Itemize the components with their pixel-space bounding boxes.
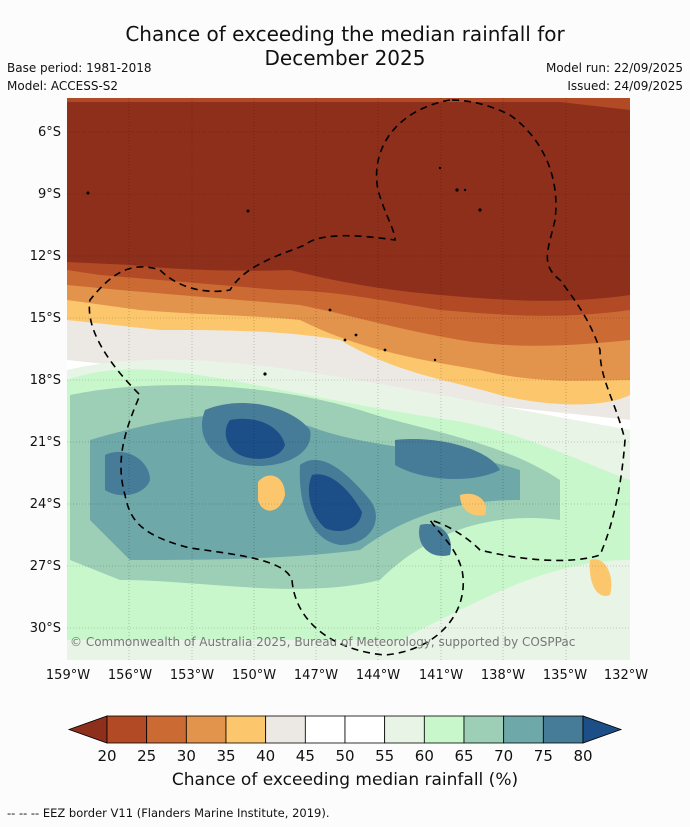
colorbar [67,715,623,744]
map-title: Chance of exceeding the median rainfall … [0,22,690,70]
lon-label: 135°W [543,668,587,683]
gridlines [67,98,630,660]
lon-label: 144°W [356,668,400,683]
longitude-labels: 159°W 156°W 153°W 150°W 147°W 144°W 141°… [46,668,648,683]
colorbar-tick-label: 75 [534,747,553,765]
colorbar-tick-label: 20 [97,747,116,765]
lat-label: 9°S [38,187,61,202]
meta-right: Model run: 22/09/2025 Issued: 24/09/2025 [546,59,683,95]
lat-label: 6°S [38,125,61,140]
base-period: Base period: 1981-2018 [7,61,152,75]
lon-label: 147°W [294,668,338,683]
colorbar-swatch [503,715,544,744]
lon-label: 132°W [604,668,648,683]
latitude-labels: 6°S 9°S 12°S 15°S 18°S 21°S 24°S 27°S 30… [30,125,61,636]
colorbar-tick-label: 35 [216,747,235,765]
colorbar-swatch [463,715,505,744]
model-run: Model run: 22/09/2025 [545,61,683,75]
colorbar-extend-high [582,715,623,744]
colorbar-ticks: 20 25 30 35 40 45 50 55 60 65 70 75 80 [97,747,592,765]
colorbar-tick-label: 60 [415,747,434,765]
rainfall-map [67,98,630,660]
colorbar-extend-low [67,715,108,744]
lat-label: 12°S [30,249,61,264]
colorbar-tick-label: 65 [454,747,473,765]
colorbar-tick-label: 40 [256,747,275,765]
lat-label: 24°S [30,497,61,512]
colorbar-tick-label: 80 [573,747,592,765]
lat-label: 21°S [30,435,61,450]
copyright-text: © Commonwealth of Australia 2025, Bureau… [70,635,575,649]
lat-label: 27°S [30,559,61,574]
title-line-2: December 2025 [264,46,426,70]
lat-label: 15°S [30,311,61,326]
colorbar-swatch [384,715,425,744]
colorbar-swatch [225,715,267,744]
colorbar-swatch [423,715,465,744]
model-name: Model: ACCESS-S2 [7,79,119,93]
colorbar-tick-label: 55 [375,747,394,765]
lon-label: 156°W [108,668,152,683]
colorbar-swatch [344,715,386,744]
colorbar-swatch [185,715,227,744]
lon-label: 153°W [170,668,214,683]
lon-label: 150°W [232,668,276,683]
colorbar-tick-label: 30 [177,747,196,765]
lat-label: 30°S [30,621,61,636]
issued-date: Issued: 24/09/2025 [567,79,683,93]
colorbar-swatch [304,715,346,744]
lon-label: 159°W [46,668,90,683]
colorbar-label: Chance of exceeding median rainfall (%) [171,770,519,790]
colorbar-swatch [146,715,187,744]
colorbar-tick-label: 45 [296,747,315,765]
lon-label: 141°W [419,668,463,683]
colorbar-tick-label: 50 [335,747,354,765]
title-line-1: Chance of exceeding the median rainfall … [125,22,565,46]
colorbar-tick-label: 25 [137,747,156,765]
lon-label: 138°W [481,668,525,683]
colorbar-tick-label: 70 [494,747,513,765]
lat-label: 18°S [30,373,61,388]
colorbar-swatch [542,715,584,744]
colorbar-swatch [106,715,148,744]
eez-legend: -- -- -- EEZ border V11 (Flanders Marine… [7,806,330,820]
meta-left: Base period: 1981-2018 Model: ACCESS-S2 [7,59,152,95]
colorbar-swatch [265,715,306,744]
